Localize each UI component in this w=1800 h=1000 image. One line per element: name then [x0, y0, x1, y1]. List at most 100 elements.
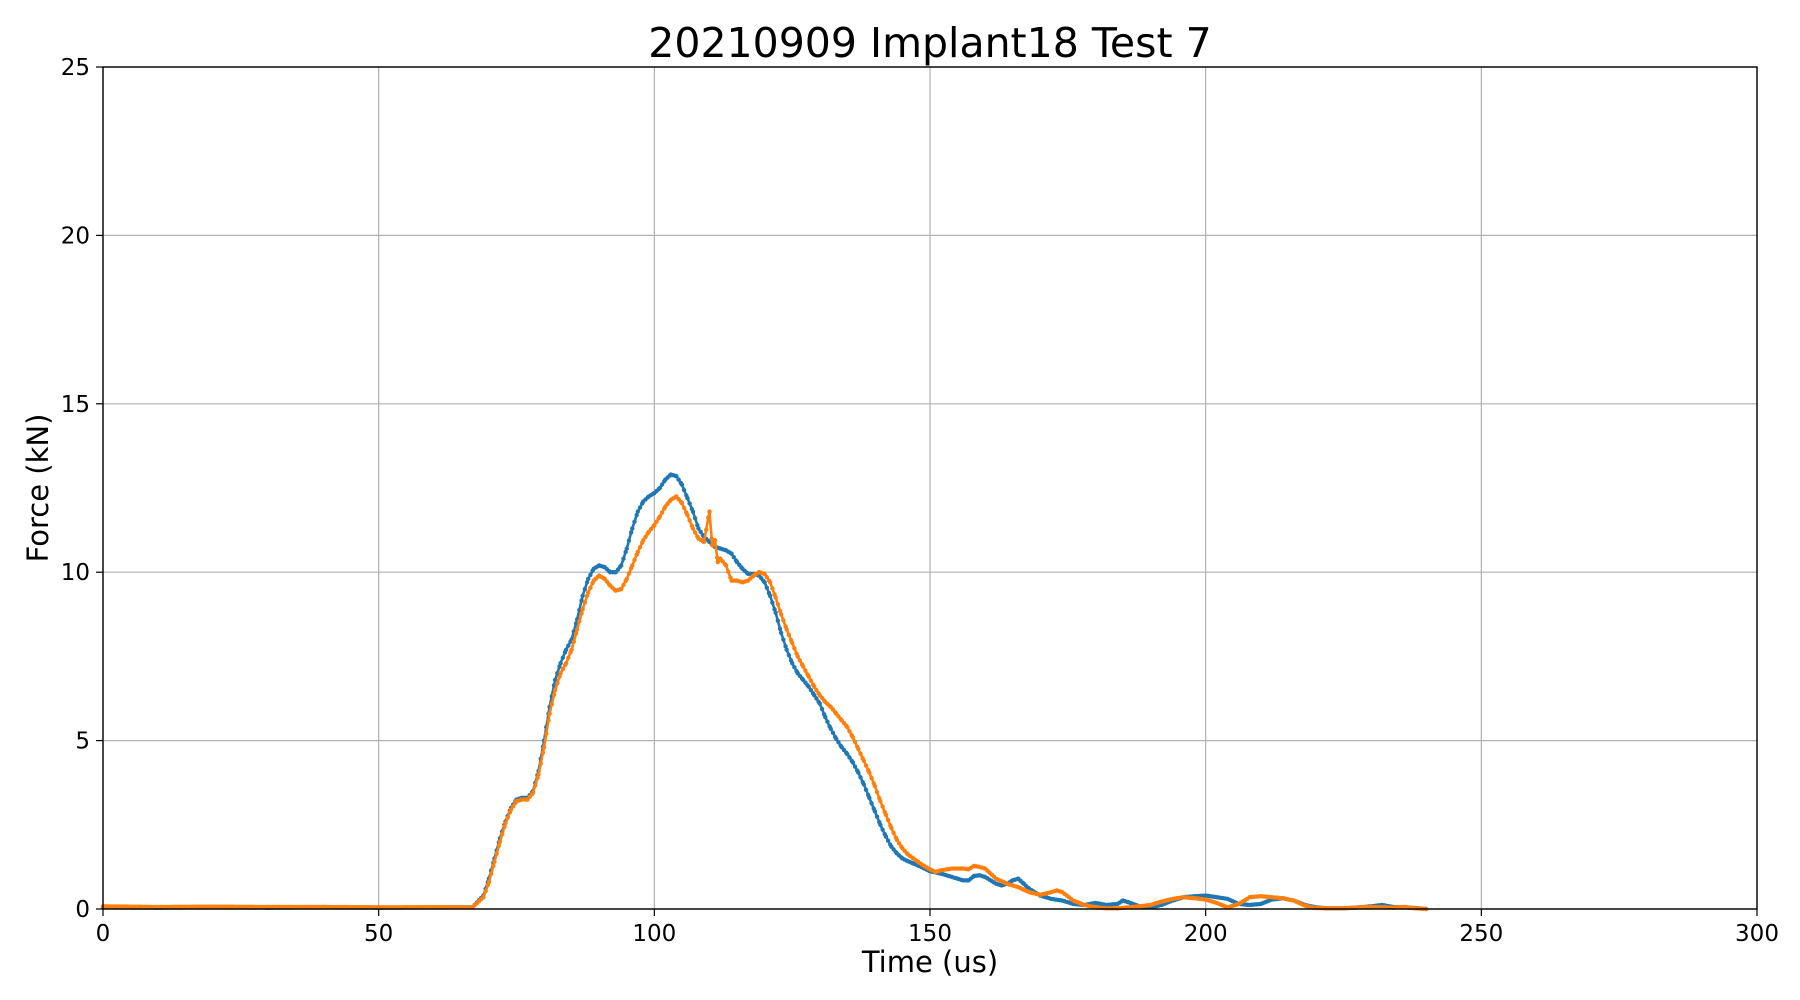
- data-point: [584, 580, 590, 585]
- data-point: [544, 731, 549, 737]
- y-tick-label: 10: [61, 560, 90, 586]
- data-point: [861, 758, 867, 764]
- data-point: [773, 610, 778, 615]
- data-point: [817, 701, 822, 706]
- data-point: [566, 655, 571, 660]
- data-point: [685, 512, 690, 518]
- data-point: [767, 593, 773, 598]
- data-point: [692, 530, 698, 535]
- data-point: [503, 820, 508, 826]
- data-point: [626, 571, 632, 576]
- data-point: [508, 807, 514, 812]
- data-point: [497, 839, 503, 844]
- data-point: [764, 575, 770, 580]
- data-point: [803, 668, 808, 673]
- data-point: [547, 711, 552, 716]
- y-axis-label: Force (kN): [21, 414, 55, 563]
- data-point: [850, 735, 856, 740]
- data-point: [770, 586, 775, 591]
- y-tick-label: 5: [75, 729, 90, 755]
- data-point: [541, 745, 547, 750]
- chart-title: 20210909 Implant18 Test 7: [648, 19, 1211, 67]
- data-point: [795, 654, 800, 659]
- data-point: [880, 804, 885, 809]
- data-point: [814, 687, 819, 693]
- data-point: [869, 775, 874, 781]
- data-point: [659, 510, 665, 515]
- data-point: [847, 728, 852, 734]
- data-point: [637, 545, 643, 550]
- data-point: [557, 674, 562, 679]
- data-point: [530, 790, 536, 795]
- data-point: [632, 519, 637, 524]
- data-point: [584, 593, 590, 598]
- data-point: [695, 522, 700, 528]
- data-point: [657, 514, 663, 519]
- data-point: [566, 643, 571, 648]
- data-point: [674, 474, 679, 479]
- data-point: [659, 482, 665, 487]
- data-point: [679, 500, 685, 506]
- data-point: [540, 750, 546, 755]
- x-tick-label: 0: [96, 921, 111, 947]
- data-point: [767, 580, 773, 585]
- data-point: [573, 631, 579, 636]
- data-point: [573, 621, 579, 626]
- data-point: [641, 538, 646, 543]
- x-tick-label: 100: [632, 921, 676, 947]
- data-point: [494, 851, 499, 856]
- data-point: [729, 551, 734, 556]
- data-point: [770, 600, 775, 605]
- y-axis-ticks: 0 5 10 15 20 25: [61, 55, 103, 923]
- data-point: [775, 618, 781, 623]
- x-axis-label: Time (us): [861, 945, 998, 979]
- data-point: [786, 632, 792, 638]
- data-point: [681, 487, 687, 493]
- data-point: [856, 770, 861, 775]
- data-point: [712, 538, 718, 543]
- data-point: [492, 859, 497, 865]
- data-point: [812, 692, 817, 698]
- data-point: [510, 804, 516, 809]
- data-point: [786, 652, 792, 658]
- data-point: [863, 787, 869, 792]
- data-point: [777, 626, 783, 631]
- data-point: [845, 751, 850, 757]
- data-point: [585, 576, 591, 582]
- data-point: [560, 667, 566, 672]
- data-point: [626, 538, 632, 543]
- data-point: [580, 593, 585, 598]
- data-point: [635, 549, 640, 555]
- data-point: [789, 660, 795, 666]
- data-point: [577, 619, 582, 624]
- data-point: [852, 739, 858, 745]
- data-point: [896, 841, 902, 846]
- data-point: [709, 536, 714, 541]
- data-point: [731, 554, 736, 560]
- data-point: [555, 671, 560, 676]
- data-point: [552, 687, 558, 693]
- data-point: [784, 627, 789, 632]
- data-point: [858, 751, 863, 756]
- data-point: [623, 549, 628, 555]
- data-point: [783, 644, 788, 649]
- data-point: [557, 664, 562, 669]
- data-point: [657, 485, 663, 491]
- data-point: [630, 526, 635, 531]
- data-point: [762, 580, 767, 585]
- data-point: [869, 801, 874, 806]
- x-axis-ticks: 0 50 100 150 200 250 300: [96, 909, 1779, 947]
- x-tick-label: 150: [908, 921, 952, 947]
- data-point: [555, 681, 560, 686]
- data-point: [483, 888, 488, 894]
- y-tick-label: 0: [75, 897, 90, 923]
- data-point: [863, 763, 869, 768]
- data-point: [696, 526, 701, 531]
- data-point: [872, 783, 878, 789]
- data-point: [781, 618, 786, 623]
- data-point: [690, 526, 696, 531]
- data-point: [836, 740, 841, 745]
- data-point: [845, 724, 850, 730]
- data-point: [491, 863, 496, 869]
